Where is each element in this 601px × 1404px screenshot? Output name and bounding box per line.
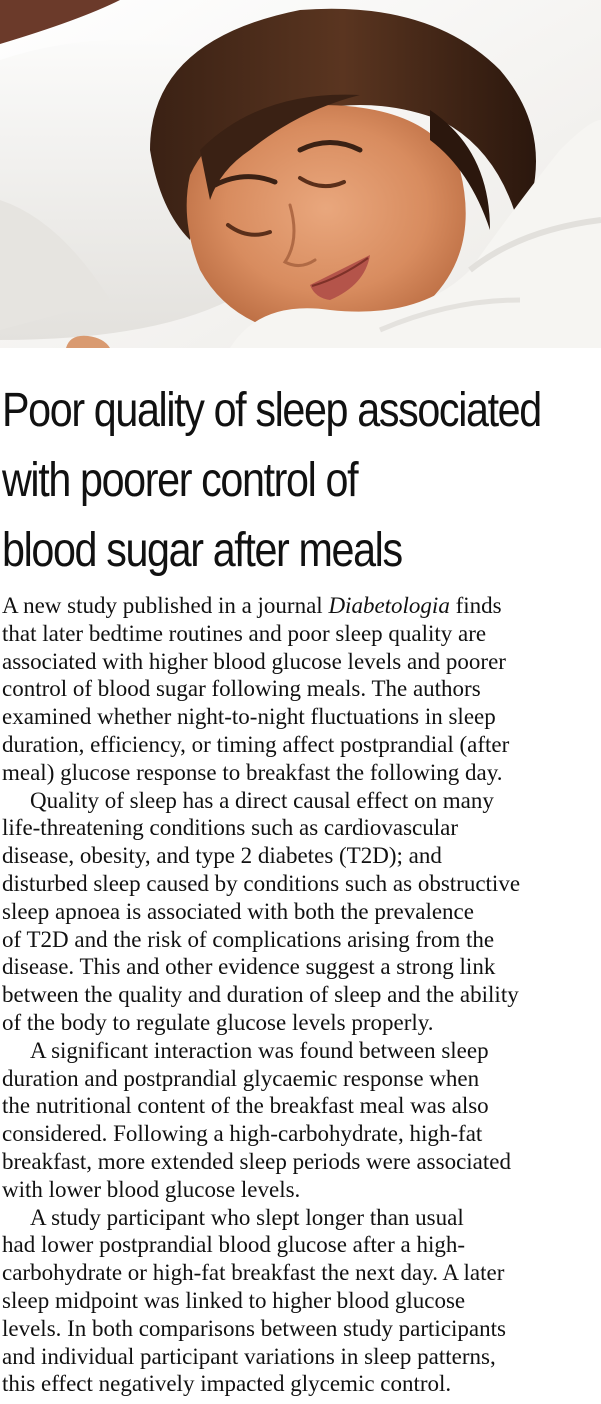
- text-line: A study participant who slept longer tha…: [30, 1204, 464, 1230]
- article-paragraph-1: A new study published in a journal Diabe…: [2, 592, 600, 787]
- text-span: A new study published in a journal: [2, 593, 329, 618]
- text-line: between the quality and duration of slee…: [2, 982, 519, 1008]
- text-line: A new study published in a journal Diabe…: [2, 592, 600, 620]
- text-line: this effect negatively impacted glycemic…: [2, 1371, 452, 1397]
- text-line: meal) glucose response to breakfast the …: [2, 759, 503, 785]
- text-line: carbohydrate or high-fat breakfast the n…: [2, 1260, 505, 1286]
- text-span: finds: [449, 593, 502, 618]
- text-line: A significant interaction was found betw…: [30, 1037, 489, 1063]
- text-line: that later bedtime routines and poor sle…: [2, 620, 487, 646]
- text-line: disease, obesity, and type 2 diabetes (T…: [2, 843, 442, 869]
- sleeping-woman-illustration: [0, 0, 601, 348]
- text-line: sleep apnoea is associated with both the…: [2, 898, 474, 924]
- text-line: duration and postprandial glycaemic resp…: [2, 1065, 480, 1091]
- text-line: Quality of sleep has a direct causal eff…: [30, 787, 494, 813]
- journal-name: Diabetologia: [328, 593, 450, 618]
- text-line: examined whether night-to-night fluctuat…: [2, 704, 496, 730]
- text-line: disturbed sleep caused by conditions suc…: [2, 870, 521, 896]
- text-line: sleep midpoint was linked to higher bloo…: [2, 1287, 466, 1313]
- headline-line-1: Poor quality of sleep associated: [2, 384, 542, 437]
- article-paragraph-3: A significant interaction was found betw…: [2, 1037, 600, 1204]
- text-line: with lower blood glucose levels.: [2, 1176, 301, 1202]
- text-line: associated with higher blood glucose lev…: [2, 648, 506, 674]
- text-line: levels. In both comparisons between stud…: [2, 1315, 506, 1341]
- text-line: life-threatening conditions such as card…: [2, 815, 459, 841]
- text-line: of T2D and the risk of complications ari…: [2, 926, 495, 952]
- text-line: of the body to regulate glucose levels p…: [2, 1009, 434, 1035]
- text-line: control of blood sugar following meals. …: [2, 676, 481, 702]
- text-line: had lower postprandial blood glucose aft…: [2, 1232, 466, 1258]
- text-line: considered. Following a high-carbohydrat…: [2, 1121, 483, 1147]
- hero-photo: [0, 0, 601, 348]
- text-line: disease. This and other evidence suggest…: [2, 954, 496, 980]
- article-body: A new study published in a journal Diabe…: [2, 592, 600, 1398]
- article-paragraph-4: A study participant who slept longer tha…: [2, 1204, 600, 1399]
- text-line: duration, efficiency, or timing affect p…: [2, 731, 510, 757]
- article-paragraph-2: Quality of sleep has a direct causal eff…: [2, 787, 600, 1037]
- text-line: and individual participant variations in…: [2, 1343, 496, 1369]
- headline-line-3: blood sugar after meals: [2, 524, 403, 577]
- text-line: breakfast, more extended sleep periods w…: [2, 1148, 511, 1174]
- text-line: the nutritional content of the breakfast…: [2, 1093, 489, 1119]
- article-headline: Poor quality of sleep associated with po…: [2, 376, 598, 586]
- headline-line-2: with poorer control of: [2, 454, 359, 507]
